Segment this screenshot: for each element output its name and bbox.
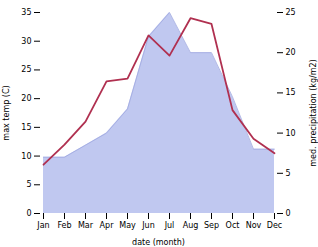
svg-text:35: 35 — [21, 8, 31, 17]
svg-text:10: 10 — [21, 152, 31, 161]
svg-text:May: May — [119, 221, 136, 230]
svg-text:5: 5 — [26, 180, 31, 189]
svg-text:25: 25 — [21, 65, 31, 74]
svg-text:Apr: Apr — [100, 221, 115, 230]
svg-text:Jul: Jul — [164, 221, 175, 230]
svg-text:0: 0 — [286, 209, 291, 218]
svg-text:Dec: Dec — [267, 221, 282, 230]
svg-text:Oct: Oct — [226, 221, 240, 230]
svg-text:15: 15 — [286, 88, 296, 97]
svg-text:Jan: Jan — [36, 221, 49, 230]
svg-text:30: 30 — [21, 37, 31, 46]
svg-text:10: 10 — [286, 129, 296, 138]
svg-text:Aug: Aug — [183, 221, 199, 230]
svg-text:5: 5 — [286, 169, 291, 178]
svg-text:20: 20 — [21, 94, 31, 103]
svg-text:Mar: Mar — [78, 221, 94, 230]
svg-text:Jun: Jun — [141, 221, 155, 230]
svg-text:25: 25 — [286, 8, 296, 17]
svg-text:20: 20 — [286, 48, 296, 57]
svg-text:15: 15 — [21, 123, 31, 132]
svg-text:Feb: Feb — [57, 221, 71, 230]
svg-text:max temp (C): max temp (C) — [2, 85, 11, 140]
svg-text:Nov: Nov — [246, 221, 262, 230]
svg-text:date (month): date (month) — [132, 238, 185, 247]
svg-text:med. precipitation (kg/m2): med. precipitation (kg/m2) — [309, 59, 318, 166]
svg-text:0: 0 — [26, 209, 31, 218]
svg-text:Sep: Sep — [204, 221, 219, 230]
